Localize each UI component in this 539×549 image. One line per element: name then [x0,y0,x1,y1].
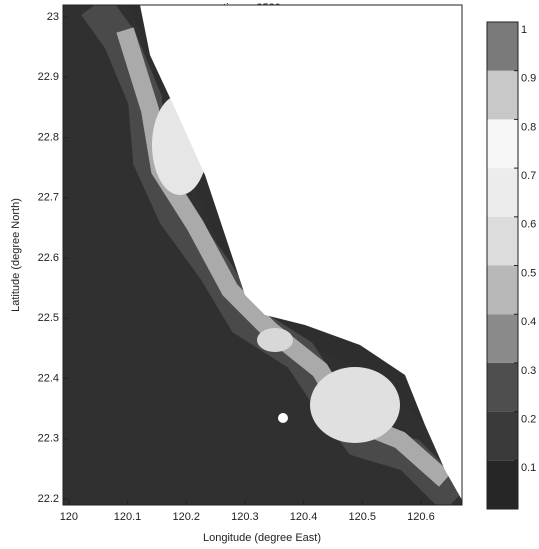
y-tick-label: 23 [47,11,59,23]
colorbar-band [487,460,518,509]
bay [257,328,293,352]
y-tick-label: 22.9 [38,71,59,83]
colorbar-band [487,216,518,266]
colorbar-band [487,22,518,71]
colorbar-tick-label: 1 [521,24,527,36]
colorbar-band [487,119,518,169]
y-tick-label: 22.5 [38,312,59,324]
x-tick-label: 120 [60,511,78,523]
y-axis-label: Latitude (degree North) [10,198,22,312]
y-tick-label: 22.4 [38,372,59,384]
land [140,5,462,500]
colorbar-band [487,70,518,120]
x-tick-label: 120.6 [407,511,435,523]
x-tick-label: 120.4 [290,511,318,523]
x-tick-label: 120.2 [172,511,200,523]
colorbar-band [487,362,518,412]
y-tick-label: 22.8 [38,131,59,143]
colorbar-band [487,314,518,363]
y-tick-label: 22.2 [38,493,59,505]
colorbar-tick-label: 0.5 [521,267,536,279]
x-axis-label: Longitude (degree East) [203,532,321,544]
y-tick-label: 22.6 [38,252,59,264]
island [278,413,288,423]
colorbar-band [487,265,518,315]
x-tick-label: 120.5 [348,511,376,523]
y-tick-label: 22.3 [38,433,59,445]
colorbar-tick-label: 0.8 [521,121,536,133]
bay [310,367,400,443]
colorbar-tick-label: 0.6 [521,219,536,231]
colorbar-band [487,411,518,461]
colorbar-tick-label: 0.3 [521,365,536,377]
plot-frame [62,4,463,506]
colorbar-tick-label: 0.1 [521,462,536,474]
y-tick-label: 22.7 [38,192,59,204]
map [63,5,462,505]
colorbar-tick-label: 0.4 [521,316,536,328]
x-tick-label: 120.1 [114,511,142,523]
colorbar-tick-label: 0.9 [521,73,536,85]
colorbar-tick-label: 0.2 [521,414,536,426]
x-tick-label: 120.3 [231,511,259,523]
colorbar-band [487,168,518,217]
colorbar-tick-label: 0.7 [521,170,536,182]
